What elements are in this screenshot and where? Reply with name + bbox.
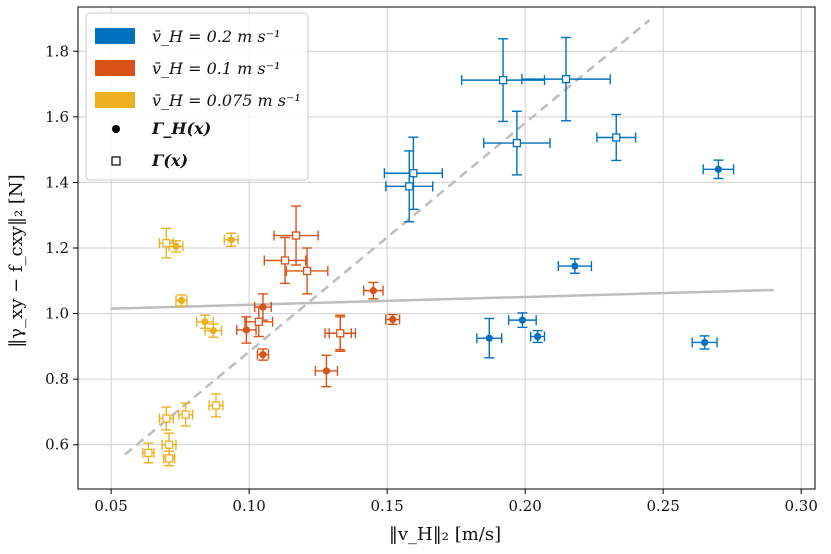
fast-series-filled-point	[691, 335, 718, 350]
legend-box	[85, 12, 309, 181]
slow-series-filled-point	[175, 294, 188, 307]
filled-circle-marker	[518, 316, 527, 324]
open-square-marker	[561, 74, 571, 84]
legend-label-open-marker: Γ(x)	[151, 151, 188, 170]
legend-open-marker-icon	[111, 156, 121, 166]
medium-series-filled-point	[314, 354, 339, 388]
filled-circle-marker	[201, 318, 209, 326]
filled-circle-marker	[389, 315, 397, 324]
open-square-marker	[280, 256, 290, 265]
open-square-marker	[144, 448, 153, 458]
filled-circle-marker	[172, 242, 180, 250]
gray-solid-fit	[111, 288, 774, 310]
fast-series-filled-point	[529, 329, 546, 344]
x-tick-label: 0.05	[94, 497, 127, 515]
filled-circle-marker	[322, 367, 331, 375]
open-square-marker	[164, 454, 174, 463]
open-square-marker	[512, 138, 522, 148]
x-axis-label: ‖v_H‖₂ [m/s]	[389, 524, 501, 545]
filled-circle-marker	[485, 334, 493, 342]
slow-series-open-point	[178, 402, 194, 427]
legend-swatch-fast	[95, 28, 135, 44]
legend-swatch-medium	[95, 60, 135, 76]
reference-lines	[111, 19, 774, 456]
y-tick-label: 0.6	[45, 436, 69, 454]
x-tick-label: 0.20	[508, 497, 541, 515]
fast-series-open-point	[483, 110, 551, 176]
slow-series-filled-point	[223, 232, 239, 248]
slow-series-open-point	[208, 393, 224, 418]
axis-ticks: 0.05 0.10 0.15 0.20 0.25 0.30 0.6 0.8 1.0 1.2 1.4 1…	[45, 42, 818, 515]
open-square-marker	[498, 75, 508, 85]
medium-series-open-point	[285, 247, 329, 295]
open-square-marker	[162, 414, 171, 423]
open-square-marker	[612, 133, 621, 142]
slow-series-open-point	[158, 227, 174, 259]
filled-circle-marker	[209, 327, 217, 335]
legend: v̄_H = 0.2 m s⁻¹ v̄_H = 0.1 m s⁻¹ v̄_H =…	[85, 12, 309, 181]
fast-series-open-point	[460, 38, 546, 123]
medium-series-open-point	[263, 236, 307, 285]
y-tick-label: 1.6	[45, 108, 69, 126]
fast-series-open-point	[383, 136, 444, 211]
y-tick-label: 1.2	[45, 239, 69, 257]
filled-circle-marker	[369, 287, 377, 295]
slow-series-open-point	[162, 450, 176, 467]
open-square-marker	[181, 410, 190, 419]
x-tick-label: 0.15	[370, 497, 403, 515]
open-square-marker	[409, 169, 418, 178]
gray-dashed-fit	[124, 19, 651, 456]
open-square-marker	[405, 182, 414, 191]
legend-label-filled-marker: Γ_H(x)	[151, 119, 211, 138]
medium-series-filled-point	[236, 316, 257, 344]
fast-series-filled-point	[476, 317, 503, 359]
filled-circle-marker	[571, 262, 579, 270]
legend-swatch-slow	[95, 92, 135, 108]
x-tick-label: 0.30	[784, 497, 817, 515]
open-square-marker	[162, 238, 171, 248]
fast-series-filled-point	[507, 312, 537, 329]
y-tick-label: 1.8	[45, 42, 69, 60]
filled-circle-marker	[533, 332, 542, 341]
open-square-marker	[302, 266, 312, 276]
open-square-marker	[211, 401, 221, 410]
fast-series-open-point	[521, 36, 611, 122]
slow-series-open-point	[158, 406, 174, 431]
y-axis-label: ‖γ_xy − f_cxy‖₂ [N]	[6, 174, 27, 347]
y-tick-label: 0.8	[45, 370, 69, 388]
open-square-marker	[291, 231, 301, 240]
slow-series-open-point	[142, 442, 155, 464]
filled-circle-marker	[177, 296, 186, 305]
y-tick-label: 1.4	[45, 173, 69, 191]
y-tick-label: 1.0	[45, 305, 69, 323]
filled-circle-marker	[242, 326, 250, 334]
legend-label-fast: v̄_H = 0.2 m s⁻¹	[152, 27, 280, 46]
x-tick-label: 0.10	[232, 497, 265, 515]
fast-series-filled-point	[702, 159, 735, 180]
legend-filled-marker-icon	[112, 125, 120, 133]
fast-series-filled-point	[557, 258, 593, 274]
open-square-marker	[336, 329, 345, 338]
slow-series-filled-point	[204, 323, 223, 338]
filled-circle-marker	[714, 165, 722, 173]
filled-circle-marker	[227, 236, 235, 244]
data-points	[142, 36, 735, 467]
fast-series-open-point	[596, 113, 637, 162]
medium-series-open-point	[324, 314, 357, 352]
legend-label-medium: v̄_H = 0.1 m s⁻¹	[152, 59, 280, 78]
medium-series-filled-point	[385, 313, 401, 326]
filled-circle-marker	[259, 350, 267, 359]
open-square-marker	[254, 317, 263, 326]
fast-series-open-point	[385, 150, 434, 223]
medium-series-open-point	[244, 306, 274, 338]
filled-circle-marker	[700, 338, 709, 347]
medium-series-filled-point	[362, 281, 384, 300]
medium-series-filled-point	[256, 348, 270, 361]
legend-label-slow: v̄_H = 0.075 m s⁻¹	[152, 91, 301, 110]
medium-series-open-point	[273, 205, 319, 266]
x-tick-label: 0.25	[646, 497, 679, 515]
open-square-marker	[164, 440, 174, 449]
